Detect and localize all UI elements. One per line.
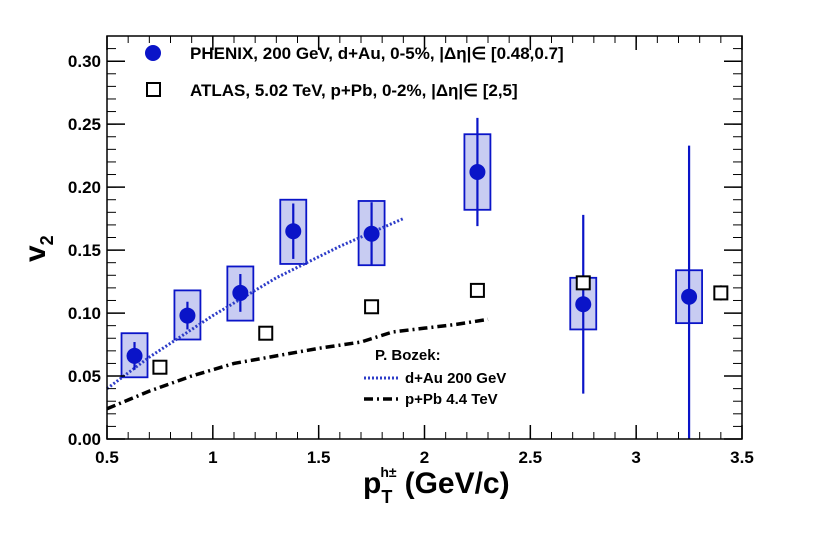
phenix-data-point [681,288,698,305]
y-tick-label: 0.25 [68,115,101,134]
x-tick-label: 2.5 [519,448,543,467]
x-tick-label: 1.5 [307,448,331,467]
legend: PHENIX, 200 GeV, d+Au, 0-5%, |Δη|∈ [0.48… [145,44,564,408]
atlas-data-point [364,299,380,315]
y-tick-label: 0.30 [68,52,101,71]
systematic-error-boxes [120,133,703,379]
theory-legend-label-dau: d+Au 200 GeV [405,370,506,387]
y-tick-label: 0.20 [68,178,101,197]
legend-label-phenix: PHENIX, 200 GeV, d+Au, 0-5%, |Δη|∈ [0.48… [190,44,564,63]
atlas-data-point [713,285,729,301]
phenix-data-point [285,223,302,240]
phenix-data-point [179,307,196,324]
y-tick-label: 0.15 [68,241,101,260]
y-tick-label: 0.05 [68,367,101,386]
atlas-data-point [469,282,485,298]
theory-legend-label-ppb: p+Pb 4.4 TeV [405,391,498,408]
theory-legend-title: P. Bozek: [375,347,441,364]
atlas-data-point [152,359,168,375]
y-axis-title: v2 [19,235,57,262]
x-tick-label: 1 [208,448,217,467]
data-points [126,164,729,375]
x-axis-title: pTh± (GeV/c) [363,464,510,507]
y-tick-label: 0.00 [68,430,101,449]
legend-marker-phenix [145,45,161,61]
phenix-data-point [126,347,143,364]
atlas-data-point [258,325,274,341]
legend-marker-atlas [146,82,161,97]
x-tick-label: 3.5 [730,448,754,467]
x-tick-label: 3 [631,448,640,467]
x-tick-label: 0.5 [95,448,119,467]
atlas-data-point [575,275,591,291]
axes: 0.5 1 1.5 2 2.5 3 3.5 0.00 0.05 0.10 0.15 0.20 0.25 0… [68,35,754,467]
phenix-data-point [469,164,486,181]
phenix-data-point [363,225,380,242]
phenix-data-point [232,284,249,301]
phenix-data-point [575,296,592,313]
y-tick-label: 0.10 [68,304,101,323]
legend-label-atlas: ATLAS, 5.02 TeV, p+Pb, 0-2%, |Δη|∈ [2,5] [190,81,518,100]
x-tick-label: 2 [420,448,429,467]
